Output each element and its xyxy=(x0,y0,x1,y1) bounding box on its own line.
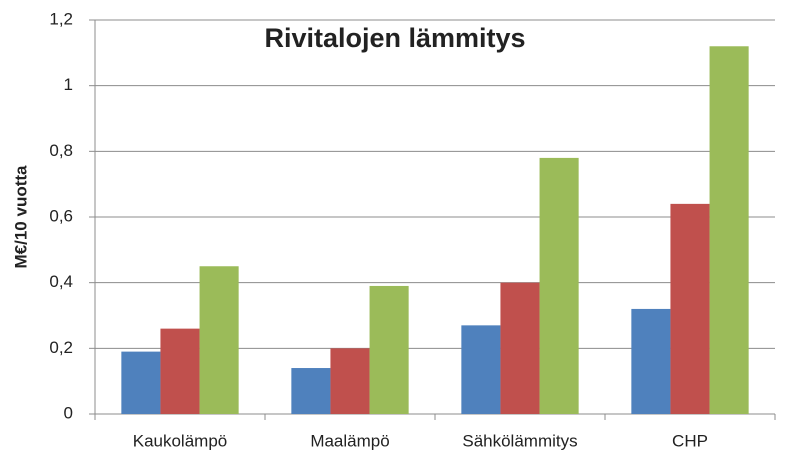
y-tick-label: 0,8 xyxy=(49,141,73,160)
x-tick-label: Kaukolämpö xyxy=(133,431,228,450)
bar xyxy=(631,308,671,414)
bar xyxy=(461,325,501,414)
bar xyxy=(369,285,409,414)
y-tick-label: 1,2 xyxy=(49,9,73,28)
y-tick-label: 1 xyxy=(64,75,73,94)
x-tick-label: CHP xyxy=(672,431,708,450)
bar xyxy=(330,348,370,414)
x-tick-label: Sähkölämmitys xyxy=(462,431,577,450)
y-tick-label: 0,6 xyxy=(49,206,73,225)
bar xyxy=(539,157,579,414)
y-axis-label: M€/10 vuotta xyxy=(11,165,30,269)
bar xyxy=(670,203,710,414)
y-tick-label: 0 xyxy=(64,403,73,422)
x-tick-label: Maalämpö xyxy=(310,431,389,450)
bar xyxy=(199,266,239,414)
bar xyxy=(500,282,540,414)
bar xyxy=(160,328,200,414)
y-tick-label: 0,2 xyxy=(49,338,73,357)
bar xyxy=(709,46,749,415)
bar xyxy=(121,351,161,414)
y-tick-label: 0,4 xyxy=(49,272,73,291)
chart-title: Rivitalojen lämmitys xyxy=(264,23,525,53)
bar xyxy=(291,368,331,414)
